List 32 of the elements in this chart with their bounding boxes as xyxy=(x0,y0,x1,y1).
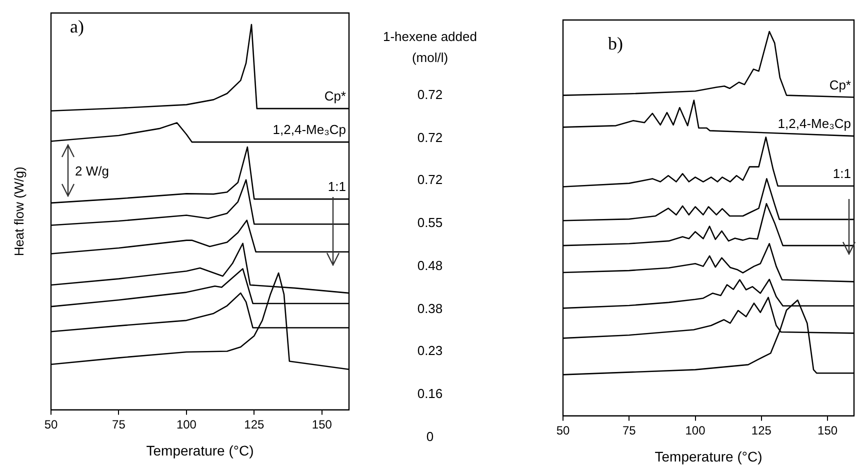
y-axis-title: Heat flow (W/g) xyxy=(12,166,27,256)
series-label: 1:1 xyxy=(328,179,346,194)
text: 0.72 xyxy=(416,172,444,188)
text: 0.72 xyxy=(416,130,444,145)
text: 0.16 xyxy=(416,386,444,401)
x-tick-label: 100 xyxy=(176,417,197,432)
text: 1-hexene added (mol/l) xyxy=(382,28,478,67)
annotation: a) xyxy=(70,16,84,37)
x-tick-label: 125 xyxy=(244,417,265,432)
series-label: 1,2,4-Me₃Cp xyxy=(778,116,851,132)
x-tick-label: 50 xyxy=(556,423,570,438)
x-tick-label: 50 xyxy=(44,417,58,432)
x-axis-title: Temperature (°C) xyxy=(146,442,254,458)
series-label: Cp* xyxy=(324,88,346,104)
text: 0 xyxy=(425,428,435,444)
text: 0.48 xyxy=(416,258,444,273)
x-tick-label: 125 xyxy=(751,423,772,438)
annotation: b) xyxy=(608,34,623,54)
series-label: 1:1 xyxy=(832,166,851,182)
x-tick-label: 75 xyxy=(622,423,636,438)
x-tick-label: 100 xyxy=(685,423,706,438)
x-tick-label: 75 xyxy=(112,417,126,432)
x-axis-title: Temperature (°C) xyxy=(654,448,762,464)
text: 0.72 xyxy=(416,87,444,102)
text: 0.23 xyxy=(416,343,444,358)
series-label: 1,2,4-Me₃Cp xyxy=(272,122,346,138)
text: 0.55 xyxy=(416,215,444,230)
x-tick-label: 150 xyxy=(312,417,332,432)
text: 0.38 xyxy=(416,300,444,316)
series-label: Cp* xyxy=(829,77,851,92)
annotation: 2 W/g xyxy=(75,164,109,179)
x-tick-label: 150 xyxy=(818,423,838,438)
